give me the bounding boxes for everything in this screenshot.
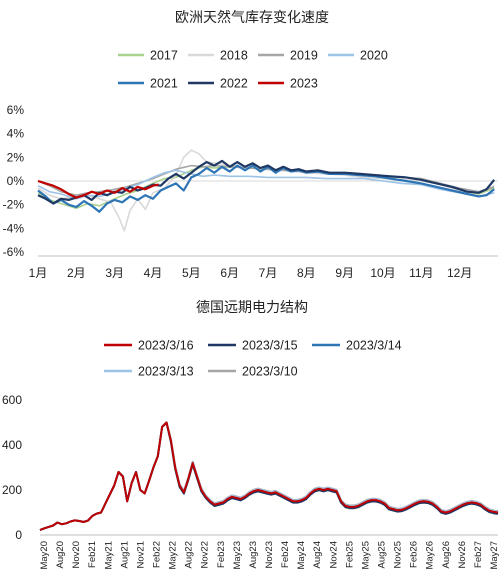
chart1-series: [37, 149, 496, 232]
y-tick-label: 4%: [7, 127, 25, 141]
x-tick-label: Feb27: [473, 541, 484, 568]
y-tick-label: -4%: [3, 221, 25, 235]
x-tick-label: 6月: [220, 266, 239, 280]
x-tick-label: Nov21: [135, 541, 146, 568]
y-tick-label: -2%: [3, 198, 25, 212]
x-tick-label: Nov23: [264, 541, 275, 568]
x-tick-label: Aug23: [248, 541, 259, 568]
y-tick-label: 0: [15, 528, 22, 542]
x-tick-label: Aug20: [55, 541, 66, 568]
x-tick-label: 4月: [144, 266, 163, 280]
chart2-title: 德国远期电力结构: [196, 299, 308, 315]
x-tick-label: 9月: [335, 266, 354, 280]
y-tick-label: -6%: [3, 245, 25, 259]
legend-label-2023-3-10: 2023/3/10: [242, 365, 298, 379]
power-structure-chart: 德国远期电力结构 2023/3/16 2023/3/15 2023/3/142023…: [2, 299, 500, 570]
x-tick-label: Feb21: [87, 541, 98, 568]
x-tick-label: Nov24: [328, 541, 339, 568]
x-tick-label: May26: [425, 541, 436, 570]
x-tick-label: May27: [489, 541, 500, 570]
legend-label-2020: 2020: [360, 49, 388, 63]
x-tick-label: 7月: [259, 266, 278, 280]
x-tick-label: Aug25: [377, 541, 388, 568]
series-line-2023-3-10: [39, 421, 499, 531]
legend-label-2018: 2018: [220, 49, 248, 63]
x-tick-label: 1月: [29, 266, 48, 280]
chart1-title: 欧洲天然气库存变化速度: [175, 9, 329, 25]
x-tick-label: 3月: [105, 266, 124, 280]
x-tick-label: Feb22: [152, 541, 163, 568]
series-line-2020: [37, 169, 495, 200]
y-tick-label: 600: [2, 393, 22, 407]
legend-label-2023: 2023: [290, 77, 318, 91]
legend-label-2023-3-16: 2023/3/16: [138, 339, 194, 353]
y-tick-label: 200: [2, 483, 22, 497]
x-tick-label: May24: [296, 541, 307, 570]
y-tick-label: 400: [2, 438, 22, 452]
x-tick-label: May23: [232, 541, 243, 570]
chart2-series: [39, 421, 499, 531]
x-tick-label: Nov25: [393, 541, 404, 568]
x-tick-label: May25: [360, 541, 371, 570]
y-tick-label: 2%: [7, 150, 25, 164]
legend-label-2021: 2021: [150, 77, 178, 91]
x-tick-label: May20: [39, 541, 50, 570]
x-tick-label: Nov26: [457, 541, 468, 568]
x-tick-label: Nov20: [71, 541, 82, 568]
legend-label-2017: 2017: [150, 49, 178, 63]
x-tick-label: 12月: [447, 266, 472, 280]
series-line-2023-3-14: [39, 421, 499, 531]
series-line-2023-3-16: [39, 421, 499, 531]
x-tick-label: Feb25: [344, 541, 355, 568]
x-tick-label: 10月: [370, 266, 395, 280]
gas-storage-chart: 欧洲天然气库存变化速度 2017 2018 2019 2020 2021 2022 2023…: [3, 9, 498, 280]
x-tick-label: Aug24: [312, 541, 323, 568]
x-tick-label: Feb23: [216, 541, 227, 568]
series-line-2017: [37, 166, 495, 209]
x-tick-label: May22: [168, 541, 179, 570]
series-line-2023: [37, 179, 160, 199]
x-tick-label: Nov22: [200, 541, 211, 568]
legend-label-2023-3-14: 2023/3/14: [346, 339, 402, 353]
x-tick-label: Aug26: [441, 541, 452, 568]
series-line-2021: [37, 164, 495, 213]
series-line-2023-3-15: [39, 421, 499, 531]
y-tick-label: 0%: [7, 174, 25, 188]
y-tick-label: 6%: [7, 103, 25, 117]
chart2-legend: 2023/3/16 2023/3/15 2023/3/14 2023/3/13 2023…: [104, 339, 402, 379]
legend-label-2023-3-15: 2023/3/15: [242, 339, 298, 353]
chart1-legend: 2017 2018 2019 2020 2021 2022 2023: [118, 49, 388, 91]
legend-label-2022: 2022: [220, 77, 248, 91]
chart1-axes: 6% 4% 2% 0% -2% -4% -6% 1月 2月 3月 4月 5月 6月 7月 8月 9月 10月 11…: [3, 103, 498, 280]
chart2-axes: 600 400 200 0 May20 Aug20 Nov20 Feb21 May21 Aug21…: [2, 393, 500, 570]
legend-label-2023-3-13: 2023/3/13: [138, 365, 194, 379]
x-tick-label: 8月: [297, 266, 316, 280]
x-tick-label: May21: [103, 541, 114, 570]
x-tick-label: 2月: [67, 266, 86, 280]
series-line-2023-3-13: [39, 421, 499, 531]
x-tick-label: Feb26: [409, 541, 420, 568]
x-tick-label: 11月: [409, 266, 433, 280]
legend-label-2019: 2019: [290, 49, 318, 63]
x-tick-label: Aug22: [184, 541, 195, 568]
x-tick-label: Aug21: [119, 541, 130, 568]
x-tick-label: Feb24: [280, 541, 291, 568]
x-tick-label: 5月: [182, 266, 201, 280]
